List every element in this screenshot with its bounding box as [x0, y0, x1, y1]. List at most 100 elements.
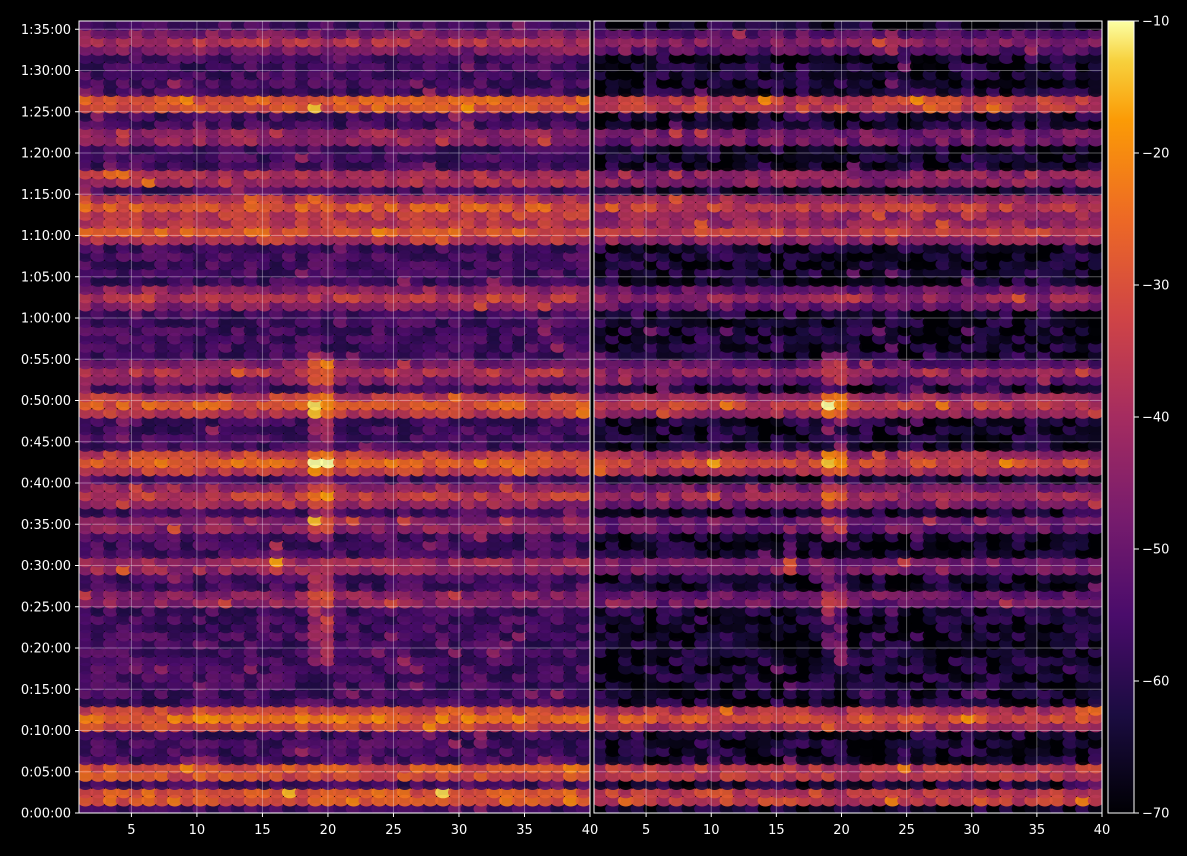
heatmap-cell: [192, 761, 209, 774]
heatmap-cell: [166, 679, 183, 691]
heatmap-cell: [281, 588, 298, 601]
heatmap-cell: [435, 514, 451, 526]
heatmap-cell: [256, 778, 273, 790]
heatmap-cell: [281, 77, 298, 89]
heatmap-cell: [307, 126, 324, 139]
heatmap-cell: [550, 110, 566, 122]
heatmap-cell: [435, 580, 451, 592]
heatmap-cell: [409, 192, 426, 205]
heatmap-cell: [448, 448, 464, 460]
heatmap-cell: [384, 786, 400, 799]
heatmap-cell: [524, 324, 541, 337]
heatmap-cell: [409, 68, 426, 81]
heatmap-cell: [269, 613, 285, 625]
heatmap-cell: [333, 662, 349, 675]
heatmap-cell: [511, 266, 528, 279]
heatmap-cell: [537, 605, 554, 617]
heatmap-cell: [154, 134, 170, 147]
heatmap-cell: [757, 778, 774, 790]
heatmap-cell: [473, 464, 490, 477]
heatmap-cell: [358, 101, 375, 114]
heatmap-cell: [103, 497, 119, 510]
heatmap-cell: [166, 374, 183, 386]
heatmap-cell: [448, 662, 464, 675]
heatmap-cell: [435, 176, 451, 188]
heatmap-cell: [166, 44, 183, 56]
heatmap-cell: [128, 68, 145, 81]
heatmap-cell: [448, 431, 464, 444]
heatmap-cell: [256, 77, 273, 89]
heatmap-cell: [384, 382, 400, 394]
heatmap-cell: [141, 671, 158, 683]
heatmap-cell: [371, 357, 388, 370]
heatmap-cell: [243, 712, 260, 724]
heatmap-cell: [460, 283, 477, 295]
heatmap-cell: [486, 423, 503, 436]
heatmap-cell: [486, 390, 503, 403]
heatmap-cell: [90, 390, 107, 403]
heatmap-cell: [499, 110, 515, 122]
heatmap-cell: [605, 794, 621, 807]
heatmap-cell: [511, 233, 528, 246]
heatmap-cell: [218, 621, 234, 634]
heatmap-cell: [371, 473, 388, 485]
heatmap-cell: [115, 481, 132, 493]
heatmap-cell: [358, 332, 375, 345]
heatmap-cell: [422, 299, 439, 312]
heatmap-cell: [269, 555, 285, 568]
heatmap-cell: [115, 184, 132, 197]
heatmap-cell: [537, 316, 554, 328]
heatmap-cell: [562, 654, 579, 667]
heatmap-cell: [192, 704, 209, 716]
heatmap-cell: [537, 489, 554, 502]
heatmap-cell: [333, 27, 349, 40]
heatmap-cell: [256, 423, 273, 436]
heatmap-cell: [218, 704, 234, 716]
heatmap-cell: [486, 786, 503, 799]
heatmap-cell: [230, 308, 247, 320]
heatmap-cell: [396, 365, 413, 378]
heatmap-cell: [371, 522, 388, 535]
heatmap-cell: [192, 35, 209, 48]
heatmap-cell: [256, 250, 273, 262]
heatmap-cell: [537, 398, 554, 411]
heatmap-cell: [154, 68, 170, 81]
heatmap-cell: [384, 448, 400, 460]
heatmap-cell: [371, 217, 388, 230]
heatmap-cell: [154, 547, 170, 559]
heatmap-cell: [409, 464, 426, 477]
heatmap-cell: [294, 638, 311, 650]
heatmap-cell: [154, 745, 170, 757]
heatmap-cell: [435, 225, 451, 238]
heatmap-cell: [422, 349, 439, 361]
heatmap-cell: [358, 44, 375, 56]
heatmap-cell: [345, 27, 362, 40]
heatmap-cell: [243, 118, 260, 130]
heatmap-cell: [460, 299, 477, 312]
heatmap-cell: [333, 143, 349, 155]
heatmap-cell: [320, 522, 336, 535]
heatmap-cell: [358, 209, 375, 221]
heatmap-cell: [384, 250, 400, 262]
heatmap-cell: [192, 357, 209, 370]
heatmap-cell: [103, 85, 119, 97]
heatmap-cell: [90, 85, 107, 97]
heatmap-cell: [384, 572, 400, 584]
heatmap-cell: [358, 481, 375, 493]
heatmap-cell: [141, 250, 158, 262]
heatmap-cell: [562, 134, 579, 147]
heatmap-cell: [243, 588, 260, 601]
heatmap-cell: [205, 341, 222, 353]
heatmap-cell: [396, 497, 413, 510]
heatmap-cell: [422, 275, 439, 287]
heatmap-cell: [409, 27, 426, 40]
heatmap-cell: [90, 143, 107, 155]
heatmap-cell: [179, 308, 196, 320]
heatmap-cell: [973, 778, 990, 790]
heatmap-cell: [1011, 794, 1028, 807]
heatmap-cell: [550, 671, 566, 683]
heatmap-cell: [281, 324, 298, 337]
heatmap-cell: [230, 596, 247, 609]
heatmap-cell: [141, 423, 158, 436]
heatmap-cell: [320, 712, 336, 724]
